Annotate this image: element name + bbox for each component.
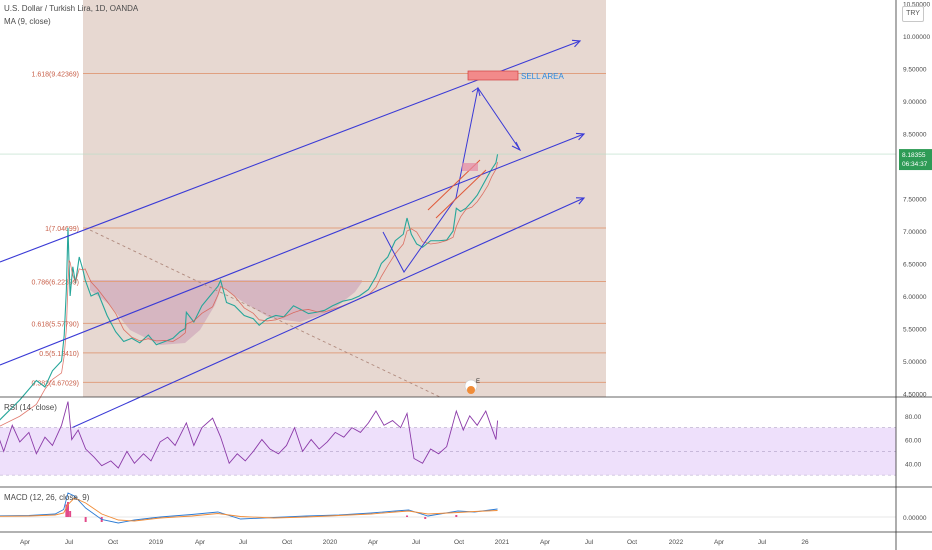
time-axis-tick-label: Apr: [714, 539, 725, 546]
time-axis-tick-label: Jul: [65, 539, 74, 546]
macd-histogram-bar: [65, 504, 68, 517]
rsi-axis-tick-label: 60.00: [905, 438, 922, 445]
current-price-tag: [899, 149, 932, 171]
rsi-series-line: [0, 401, 499, 469]
macd-series-line: [0, 492, 498, 524]
time-axis-tick-label: Jul: [412, 539, 421, 546]
channel-arrowhead: [575, 197, 586, 205]
macd-histogram-bar: [455, 515, 458, 517]
time-axis-tick-label: Jul: [585, 539, 594, 546]
fib-trend-dashed-line: [89, 229, 441, 398]
fib-level-label: 1(7.04699): [45, 226, 79, 233]
price-axis-tick-label: 6.50000: [903, 262, 927, 269]
time-axis-tick-label: Oct: [108, 539, 118, 546]
signal-series-line: [0, 497, 498, 522]
rsi-legend[interactable]: RSI (14, close): [4, 403, 57, 412]
price-axis-tick-label: 9.00000: [903, 99, 927, 106]
price-axis-tick-label: 10.00000: [903, 34, 930, 41]
rsi-axis-tick-label: 40.00: [905, 461, 922, 468]
macd-axis-tick-label: 0.00000: [903, 515, 927, 522]
price-series-line: [0, 154, 499, 421]
fib-level-label: 1.618(9.42369): [32, 71, 79, 78]
price-axis-tick-label: 10.50000: [903, 2, 930, 9]
time-axis-tick-label: 2020: [323, 539, 338, 546]
macd-histogram-bar: [406, 515, 409, 517]
price-axis-tick-label: 4.50000: [903, 392, 927, 399]
macd-histogram-bar: [69, 511, 72, 517]
channel-line-2: [0, 133, 585, 366]
price-axis-tick-label: 7.00000: [903, 229, 927, 236]
event-badge-label: E: [476, 379, 480, 385]
macd-histogram-bar: [84, 517, 87, 522]
currency-button[interactable]: TRY: [902, 6, 924, 22]
price-axis-tick-label: 5.50000: [903, 327, 927, 334]
price-axis-tick-label: 6.00000: [903, 294, 927, 301]
macd-legend[interactable]: MACD (12, 26, close, 9): [4, 493, 90, 502]
channel-line-3: [0, 197, 585, 461]
time-axis-tick-label: Oct: [627, 539, 637, 546]
fib-level-label: 0.5(5.12410): [39, 351, 79, 358]
macd-histogram-bar: [66, 502, 69, 517]
price-axis-tick-label: 5.00000: [903, 359, 927, 366]
current-price-value: 8.18355: [902, 152, 926, 159]
ma-legend[interactable]: MA (9, close): [4, 17, 51, 26]
time-axis-tick-label: 26: [801, 539, 809, 546]
time-axis-tick-label: 2019: [149, 539, 164, 546]
channel-arrowhead: [575, 132, 586, 141]
fib-level-label: 0.618(5.57790): [32, 321, 79, 328]
symbol-title[interactable]: U.S. Dollar / Turkish Lira, 1D, OANDA: [4, 4, 139, 13]
time-axis-tick-label: Jul: [239, 539, 248, 546]
channel-arrowhead: [571, 39, 582, 48]
fib-level-label: 0.382(4.67029): [32, 380, 79, 387]
macd-histogram-bar: [424, 517, 427, 519]
projection-path: [382, 86, 521, 273]
fib-level-label: 0.786(6.22399): [32, 279, 79, 286]
time-axis-tick-label: Apr: [368, 539, 379, 546]
cup-shape: [90, 280, 362, 345]
wedge-line-lower: [435, 169, 487, 219]
sell-area-label: SELL AREA: [521, 72, 565, 81]
projection-arrowhead: [511, 141, 522, 152]
time-axis-tick-label: 2021: [495, 539, 510, 546]
projection-peak-arrowhead: [471, 87, 481, 97]
ma-series-line: [0, 162, 498, 427]
bar-countdown: 06:34:37: [902, 161, 928, 168]
price-axis-tick-label: 8.50000: [903, 132, 927, 139]
time-axis-tick-label: Oct: [282, 539, 292, 546]
price-axis-tick-label: 7.50000: [903, 197, 927, 204]
time-axis-tick-label: 2022: [669, 539, 684, 546]
time-axis-tick-label: Apr: [540, 539, 551, 546]
current-price-marker: [462, 163, 478, 171]
event-flag-icon: [467, 386, 475, 394]
sell-area-box: [467, 70, 519, 81]
time-axis-tick-label: Oct: [454, 539, 464, 546]
time-axis-tick-label: Apr: [20, 539, 31, 546]
price-axis-tick-label: 9.50000: [903, 67, 927, 74]
rsi-axis-tick-label: 80.00: [905, 414, 922, 421]
time-axis-tick-label: Jul: [758, 539, 767, 546]
time-axis-tick-label: Apr: [195, 539, 206, 546]
